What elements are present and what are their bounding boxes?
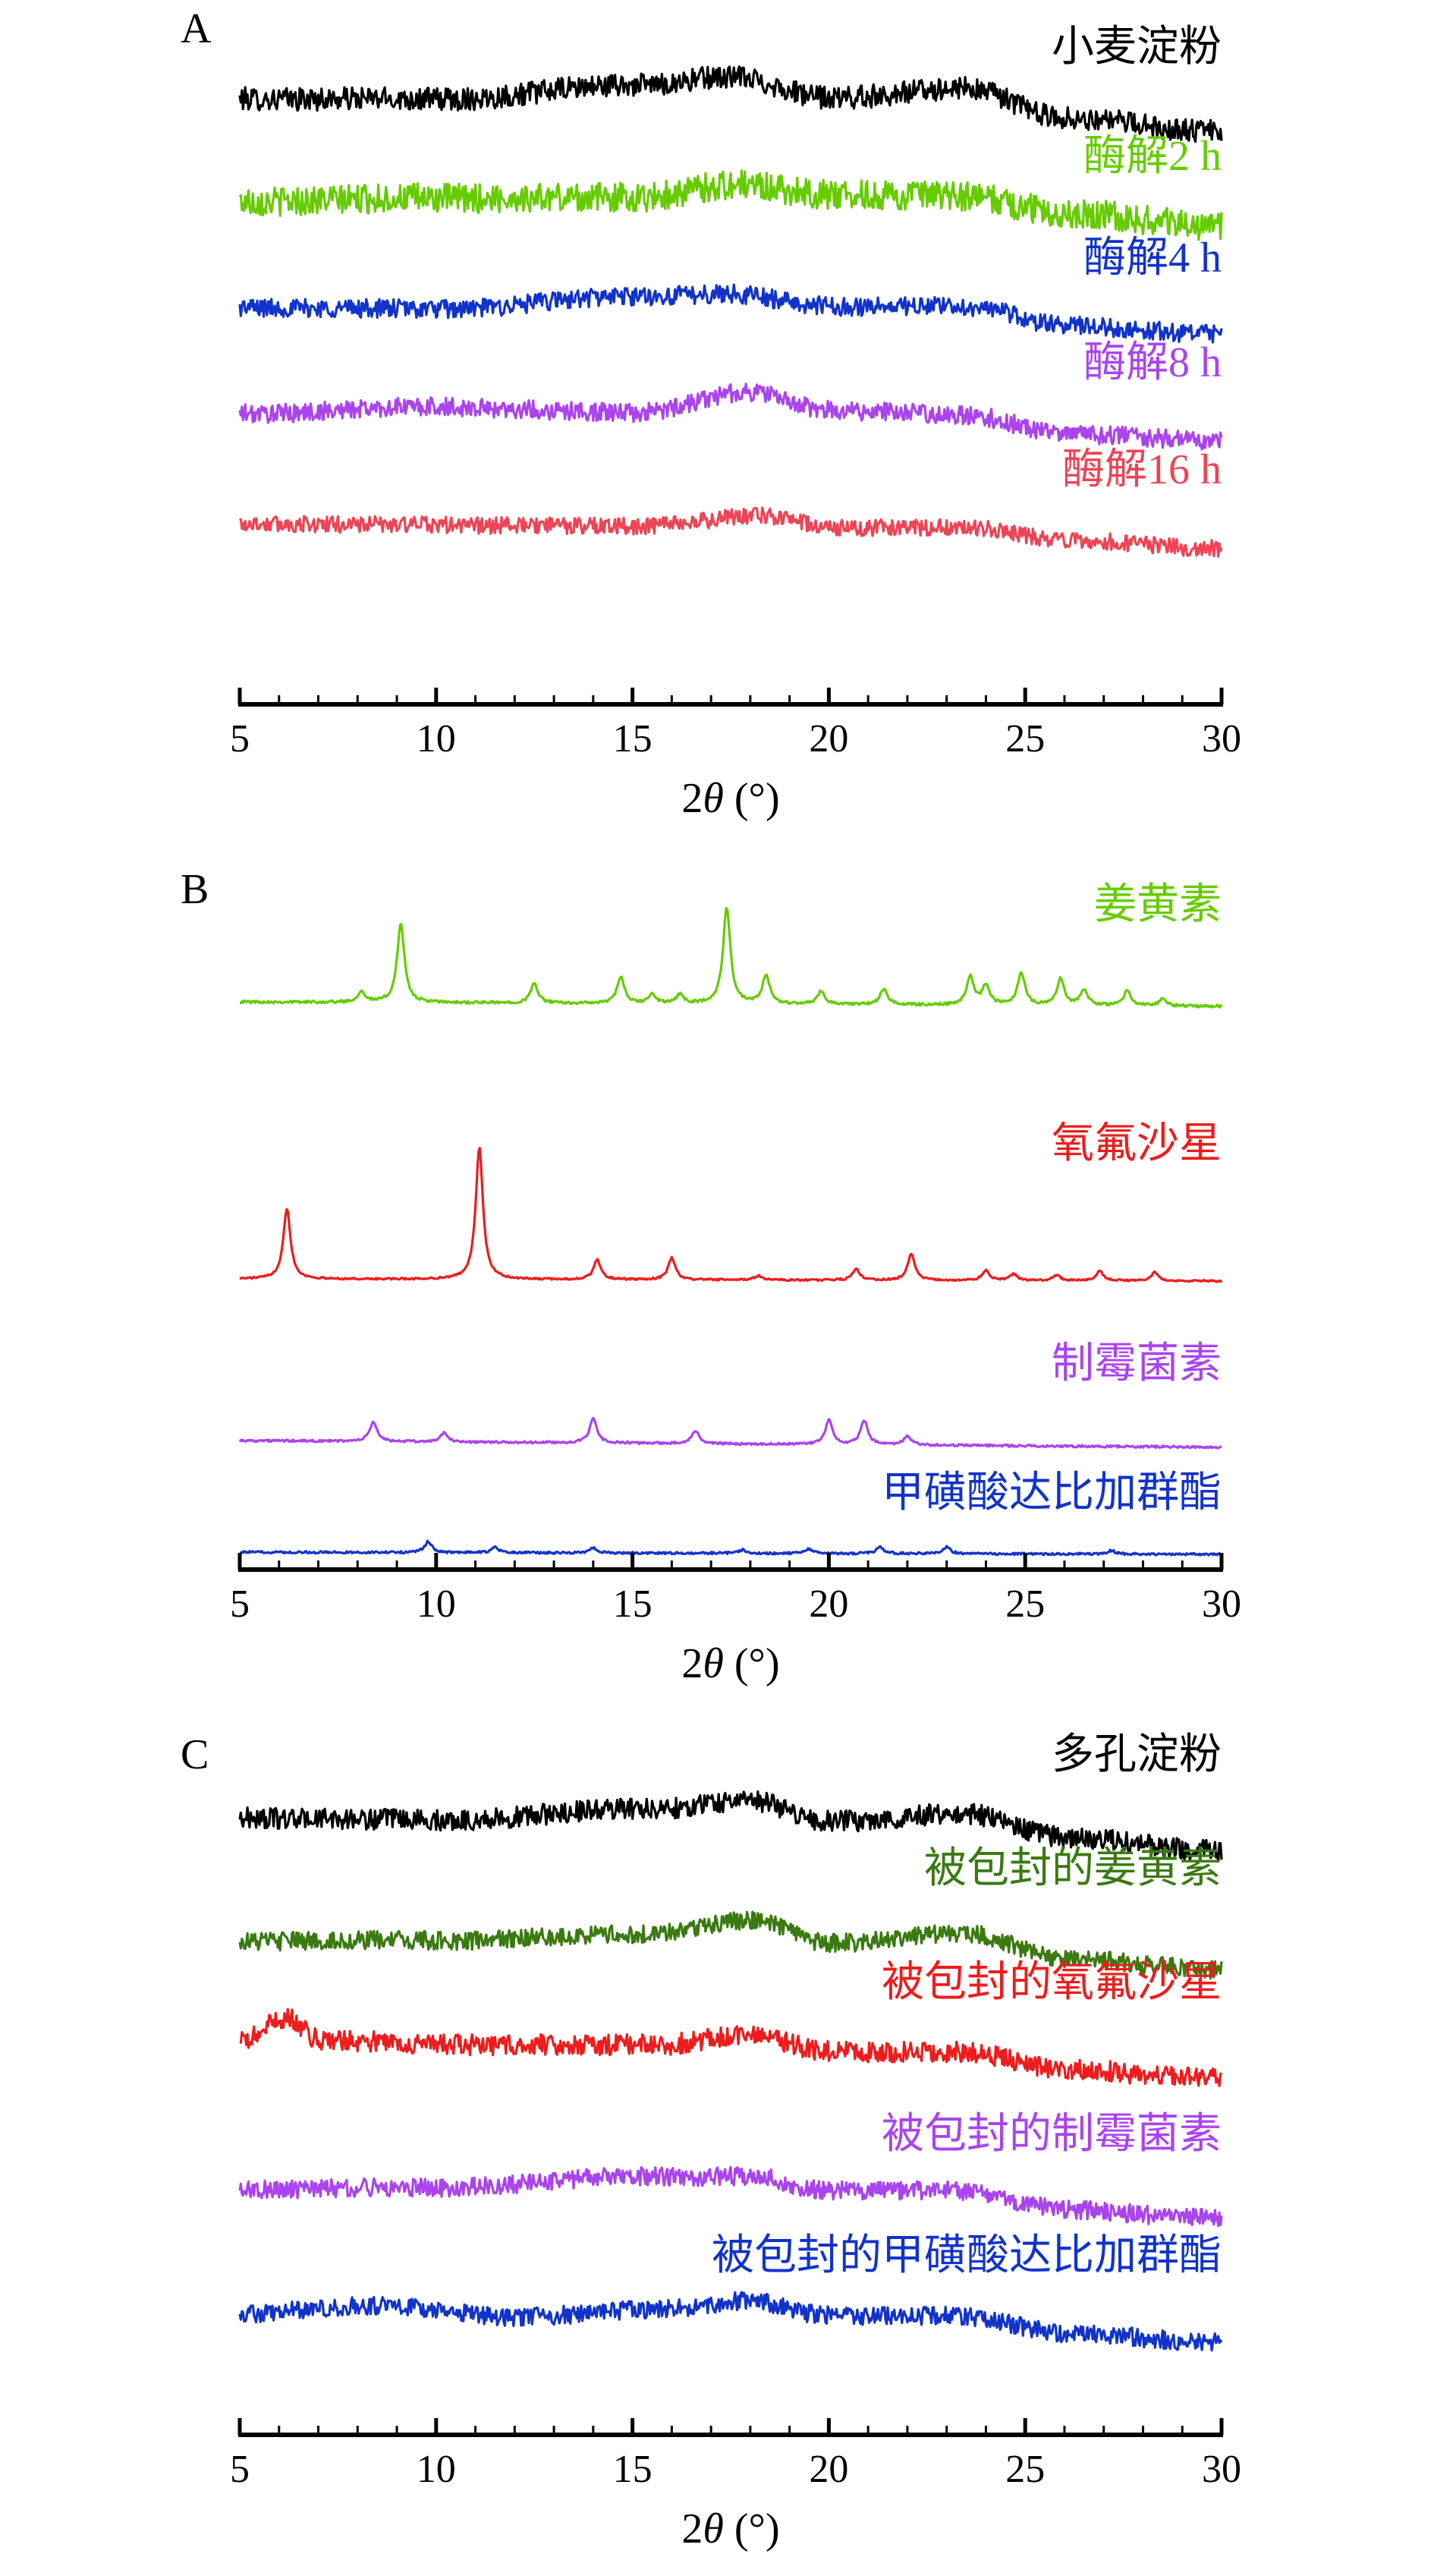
series-line-c-5 bbox=[238, 2291, 1223, 2352]
x-tick-label: 5 bbox=[230, 1582, 250, 1626]
x-tick-label: 20 bbox=[809, 717, 848, 761]
x-tick-label: 15 bbox=[613, 717, 653, 761]
x-axis-title: 2θ (°) bbox=[681, 1640, 779, 1687]
series-line-a-5 bbox=[238, 506, 1223, 558]
series-line-c-4 bbox=[238, 2165, 1223, 2228]
x-tick-label: 15 bbox=[613, 1582, 653, 1626]
x-tick-label: 10 bbox=[417, 2448, 456, 2491]
x-tick-label: 30 bbox=[1202, 717, 1241, 761]
x-tick-label: 25 bbox=[1005, 1582, 1045, 1626]
panel-b-letter: B bbox=[181, 866, 209, 913]
panel-a-letter: A bbox=[181, 5, 212, 52]
series-line-b-2 bbox=[239, 1147, 1223, 1283]
series-line-c-3 bbox=[239, 2008, 1223, 2087]
series-label-c-1: 多孔淀粉 bbox=[1052, 1731, 1222, 1778]
panel-c: C 多孔淀粉被包封的姜黄素被包封的氧氟沙星被包封的制霉菌素被包封的甲磺酸达比加群… bbox=[181, 1731, 1241, 2552]
series-label-a-1: 小麦淀粉 bbox=[1052, 24, 1222, 71]
panel-a-x-axis: 5 10 15 20 25 30 2θ (°) bbox=[230, 688, 1241, 822]
series-line-a-1 bbox=[238, 65, 1223, 143]
x-tick-label: 10 bbox=[417, 717, 456, 761]
series-label-b-3: 制霉菌素 bbox=[1052, 1340, 1222, 1387]
series-label-c-4: 被包封的制霉菌素 bbox=[882, 2111, 1222, 2158]
series-line-c-1 bbox=[238, 1790, 1223, 1863]
x-axis-title: 2θ (°) bbox=[681, 775, 779, 822]
x-tick-label: 30 bbox=[1202, 1582, 1241, 1626]
panel-c-x-axis: 5 10 15 20 25 30 2θ (°) bbox=[230, 2418, 1241, 2552]
x-tick-label: 20 bbox=[809, 2448, 848, 2491]
x-tick-label: 25 bbox=[1005, 717, 1045, 761]
x-tick-label: 25 bbox=[1005, 2448, 1045, 2491]
x-tick-label: 30 bbox=[1202, 2448, 1241, 2491]
series-label-a-3: 酶解4 h bbox=[1083, 235, 1222, 282]
series-line-a-4 bbox=[238, 383, 1223, 451]
series-label-a-5: 酶解16 h bbox=[1062, 446, 1222, 493]
series-label-c-2: 被包封的姜黄素 bbox=[924, 1845, 1222, 1892]
series-label-c-5: 被包封的甲磺酸达比加群酯 bbox=[712, 2232, 1222, 2279]
x-axis-title: 2θ (°) bbox=[681, 2505, 779, 2552]
series-line-a-2 bbox=[238, 169, 1223, 241]
series-label-b-4: 甲磺酸达比加群酯 bbox=[882, 1469, 1222, 1516]
series-line-b-4 bbox=[239, 1539, 1223, 1557]
series-line-b-1 bbox=[239, 906, 1223, 1009]
series-label-a-2: 酶解2 h bbox=[1083, 133, 1222, 180]
x-tick-label: 15 bbox=[613, 2448, 653, 2491]
series-line-b-3 bbox=[238, 1416, 1222, 1450]
series-line-c-2 bbox=[238, 1910, 1223, 1980]
x-tick-label: 5 bbox=[230, 2448, 250, 2491]
series-label-b-2: 氧氟沙星 bbox=[1052, 1120, 1222, 1167]
x-tick-label: 10 bbox=[417, 1582, 456, 1626]
x-tick-label: 20 bbox=[809, 1582, 848, 1626]
panel-c-letter: C bbox=[181, 1731, 209, 1778]
series-label-a-4: 酶解8 h bbox=[1083, 339, 1222, 386]
x-tick-label: 5 bbox=[230, 717, 250, 761]
series-line-a-3 bbox=[238, 283, 1223, 344]
series-label-b-1: 姜黄素 bbox=[1094, 881, 1222, 928]
panel-b-x-axis: 5 10 15 20 25 30 2θ (°) bbox=[230, 1553, 1241, 1687]
series-label-c-3: 被包封的氧氟沙星 bbox=[882, 1959, 1222, 2006]
